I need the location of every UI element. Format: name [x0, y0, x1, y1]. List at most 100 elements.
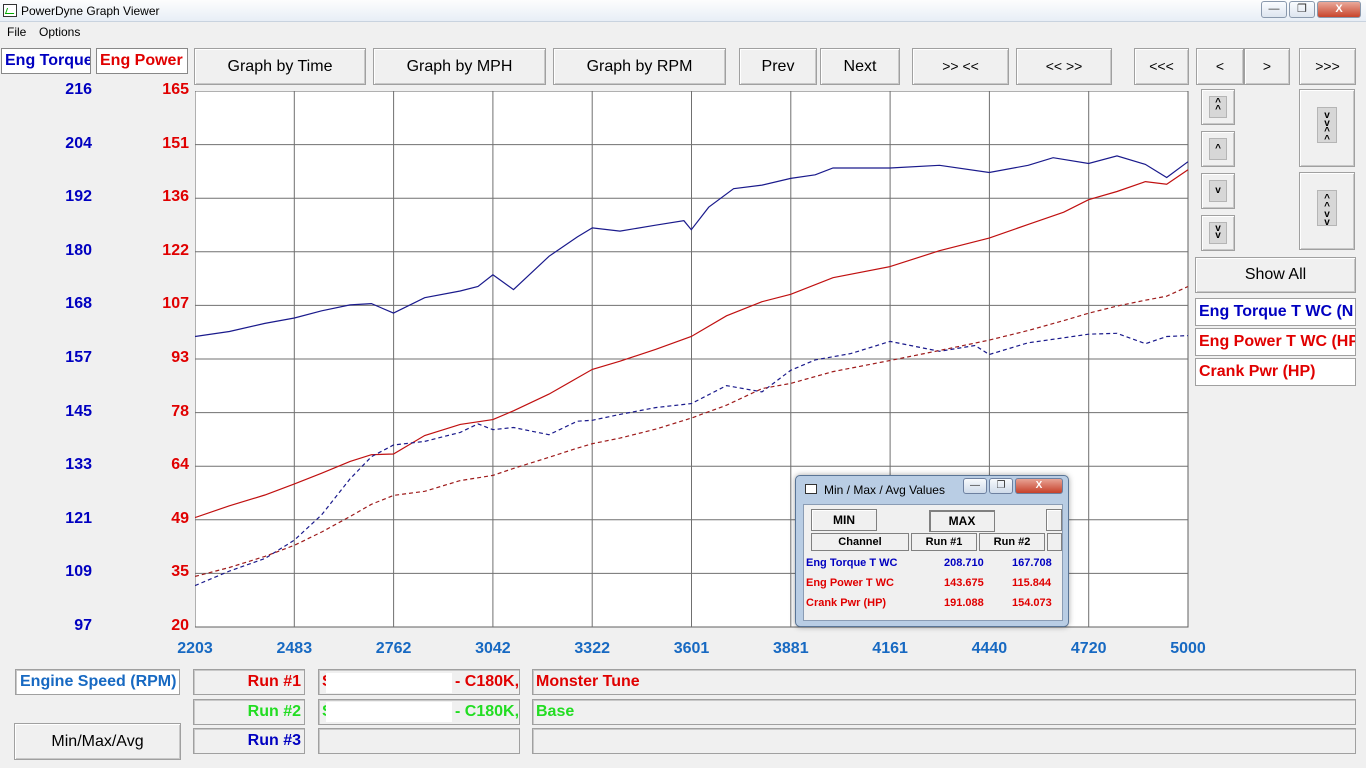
- legend-item-crank-power[interactable]: Crank Pwr (HP): [1195, 358, 1356, 386]
- torque-tick-label: 204: [65, 134, 92, 152]
- torque-tick-label: 97: [74, 617, 92, 634]
- chart-series: [195, 155, 1189, 587]
- dialog-minimize-button[interactable]: —: [963, 478, 987, 494]
- torque-tick-label: 168: [65, 295, 92, 313]
- run2-tune[interactable]: Base: [532, 699, 1356, 725]
- scroll-left-button[interactable]: <: [1196, 48, 1244, 85]
- torque-tick-label: 121: [65, 509, 92, 527]
- rpm-tick-label: 2762: [375, 640, 412, 657]
- values-cell-run2: 167.708: [1012, 557, 1052, 569]
- zoom-out-x-button[interactable]: << >>: [1016, 48, 1112, 85]
- dialog-close-button[interactable]: X: [1015, 478, 1063, 494]
- menu-options[interactable]: Options: [39, 25, 81, 39]
- values-cell-channel: Eng Power T WC: [806, 577, 894, 589]
- redaction-box: [326, 673, 452, 693]
- graph-by-rpm-button[interactable]: Graph by RPM: [553, 48, 726, 85]
- zoom-out-y-icon: ^ ^ v v: [1317, 190, 1337, 228]
- header-run1: Run #1: [911, 533, 977, 551]
- dialog-app-icon: [805, 484, 817, 494]
- app-icon: [3, 4, 17, 17]
- power-tick-label: 20: [171, 617, 189, 634]
- series-line-2: [195, 169, 1189, 519]
- run3-vehicle[interactable]: [318, 728, 520, 754]
- double-chevron-up-icon: ^ ^: [1209, 96, 1227, 118]
- scroll-down-button[interactable]: v: [1201, 173, 1235, 209]
- scroll-far-left-button[interactable]: <<<: [1134, 48, 1189, 85]
- torque-axis-header[interactable]: Eng Torque: [1, 48, 91, 74]
- dialog-maximize-button[interactable]: ❐: [989, 478, 1013, 494]
- chevron-down-icon: v: [1209, 180, 1227, 202]
- max-button[interactable]: MAX: [929, 510, 995, 532]
- values-cell-run1: 191.088: [944, 597, 984, 609]
- torque-tick-label: 157: [65, 349, 92, 366]
- dialog-body: MIN MAX Channel Run #1 Run #2 Eng Torque…: [803, 504, 1063, 621]
- values-cell-run2: 154.073: [1012, 597, 1052, 609]
- power-tick-label: 122: [162, 241, 189, 259]
- next-button[interactable]: Next: [820, 48, 900, 85]
- rpm-tick-label: 4720: [1070, 640, 1107, 657]
- power-tick-label: 136: [162, 188, 189, 206]
- zoom-in-y-icon: v v ^ ^: [1317, 107, 1337, 145]
- maximize-button[interactable]: ❐: [1289, 1, 1315, 18]
- zoom-in-y-button[interactable]: v v ^ ^: [1299, 89, 1355, 167]
- minimize-button[interactable]: —: [1261, 1, 1287, 18]
- torque-tick-label: 180: [65, 241, 92, 259]
- rpm-tick-label: 2483: [276, 640, 313, 657]
- zoom-out-y-button[interactable]: ^ ^ v v: [1299, 172, 1355, 250]
- run3-label[interactable]: Run #3: [193, 728, 305, 754]
- prev-button[interactable]: Prev: [739, 48, 817, 85]
- min-max-avg-dialog[interactable]: Min / Max / Avg Values — ❐ X MIN MAX Cha…: [795, 475, 1069, 627]
- power-tick-label: 107: [162, 295, 189, 313]
- graph-by-mph-button[interactable]: Graph by MPH: [373, 48, 546, 85]
- header-run2: Run #2: [979, 533, 1045, 551]
- menu-file[interactable]: File: [7, 25, 27, 39]
- run3-tune[interactable]: [532, 728, 1356, 754]
- scroll-stub[interactable]: [1046, 509, 1062, 531]
- run2-vehicle-text: - C180K,: [455, 703, 520, 720]
- power-tick-label: 151: [162, 134, 189, 152]
- series-line-3: [195, 332, 1189, 587]
- torque-tick-label: 216: [65, 81, 92, 98]
- run1-tune[interactable]: Monster Tune: [532, 669, 1356, 695]
- chart-grid: [195, 91, 1188, 627]
- rpm-tick-label: 5000: [1170, 640, 1206, 657]
- scroll-far-right-button[interactable]: >>>: [1299, 48, 1356, 85]
- graph-by-time-button[interactable]: Graph by Time: [194, 48, 366, 85]
- values-cell-run1: 143.675: [944, 577, 984, 589]
- show-all-button[interactable]: Show All: [1195, 257, 1356, 293]
- chevron-up-icon: ^: [1209, 138, 1227, 160]
- values-cell-run1: 208.710: [944, 557, 984, 569]
- values-cell-channel: Crank Pwr (HP): [806, 597, 887, 609]
- dialog-title: Min / Max / Avg Values: [824, 483, 945, 497]
- scroll-down-fast-button[interactable]: v v: [1201, 215, 1235, 251]
- zoom-in-x-button[interactable]: >> <<: [912, 48, 1009, 85]
- rpm-tick-label: 3601: [673, 640, 710, 657]
- scroll-up-button[interactable]: ^: [1201, 131, 1235, 167]
- legend-item-torque[interactable]: Eng Torque T WC (N: [1195, 298, 1356, 326]
- torque-tick-label: 109: [65, 563, 92, 581]
- rpm-tick-label: 3322: [574, 640, 610, 657]
- min-max-avg-button[interactable]: Min/Max/Avg: [14, 723, 181, 760]
- min-button[interactable]: MIN: [811, 509, 877, 531]
- power-tick-label: 78: [171, 402, 189, 420]
- scroll-right-button[interactable]: >: [1244, 48, 1290, 85]
- double-chevron-down-icon: v v: [1209, 222, 1227, 244]
- scroll-up-fast-button[interactable]: ^ ^: [1201, 89, 1235, 125]
- power-tick-label: 165: [162, 81, 189, 98]
- menu-bar: File Options: [0, 22, 1366, 42]
- power-tick-label: 64: [171, 456, 189, 474]
- header-spacer: [1047, 533, 1062, 551]
- power-axis-header[interactable]: Eng Power: [96, 48, 188, 74]
- run2-label[interactable]: Run #2: [193, 699, 305, 725]
- rpm-tick-label: 3881: [773, 640, 809, 657]
- rpm-tick-label: 3042: [475, 640, 511, 657]
- rpm-tick-label: 4440: [971, 640, 1008, 657]
- run1-label[interactable]: Run #1: [193, 669, 305, 695]
- x-channel-selector[interactable]: Engine Speed (RPM): [15, 669, 180, 695]
- header-channel: Channel: [811, 533, 909, 551]
- series-line-1: [195, 155, 1189, 338]
- legend-item-power[interactable]: Eng Power T WC (HP: [1195, 328, 1356, 356]
- rpm-tick-label: 4161: [872, 640, 908, 657]
- close-button[interactable]: X: [1317, 1, 1361, 18]
- power-tick-label: 93: [171, 349, 189, 366]
